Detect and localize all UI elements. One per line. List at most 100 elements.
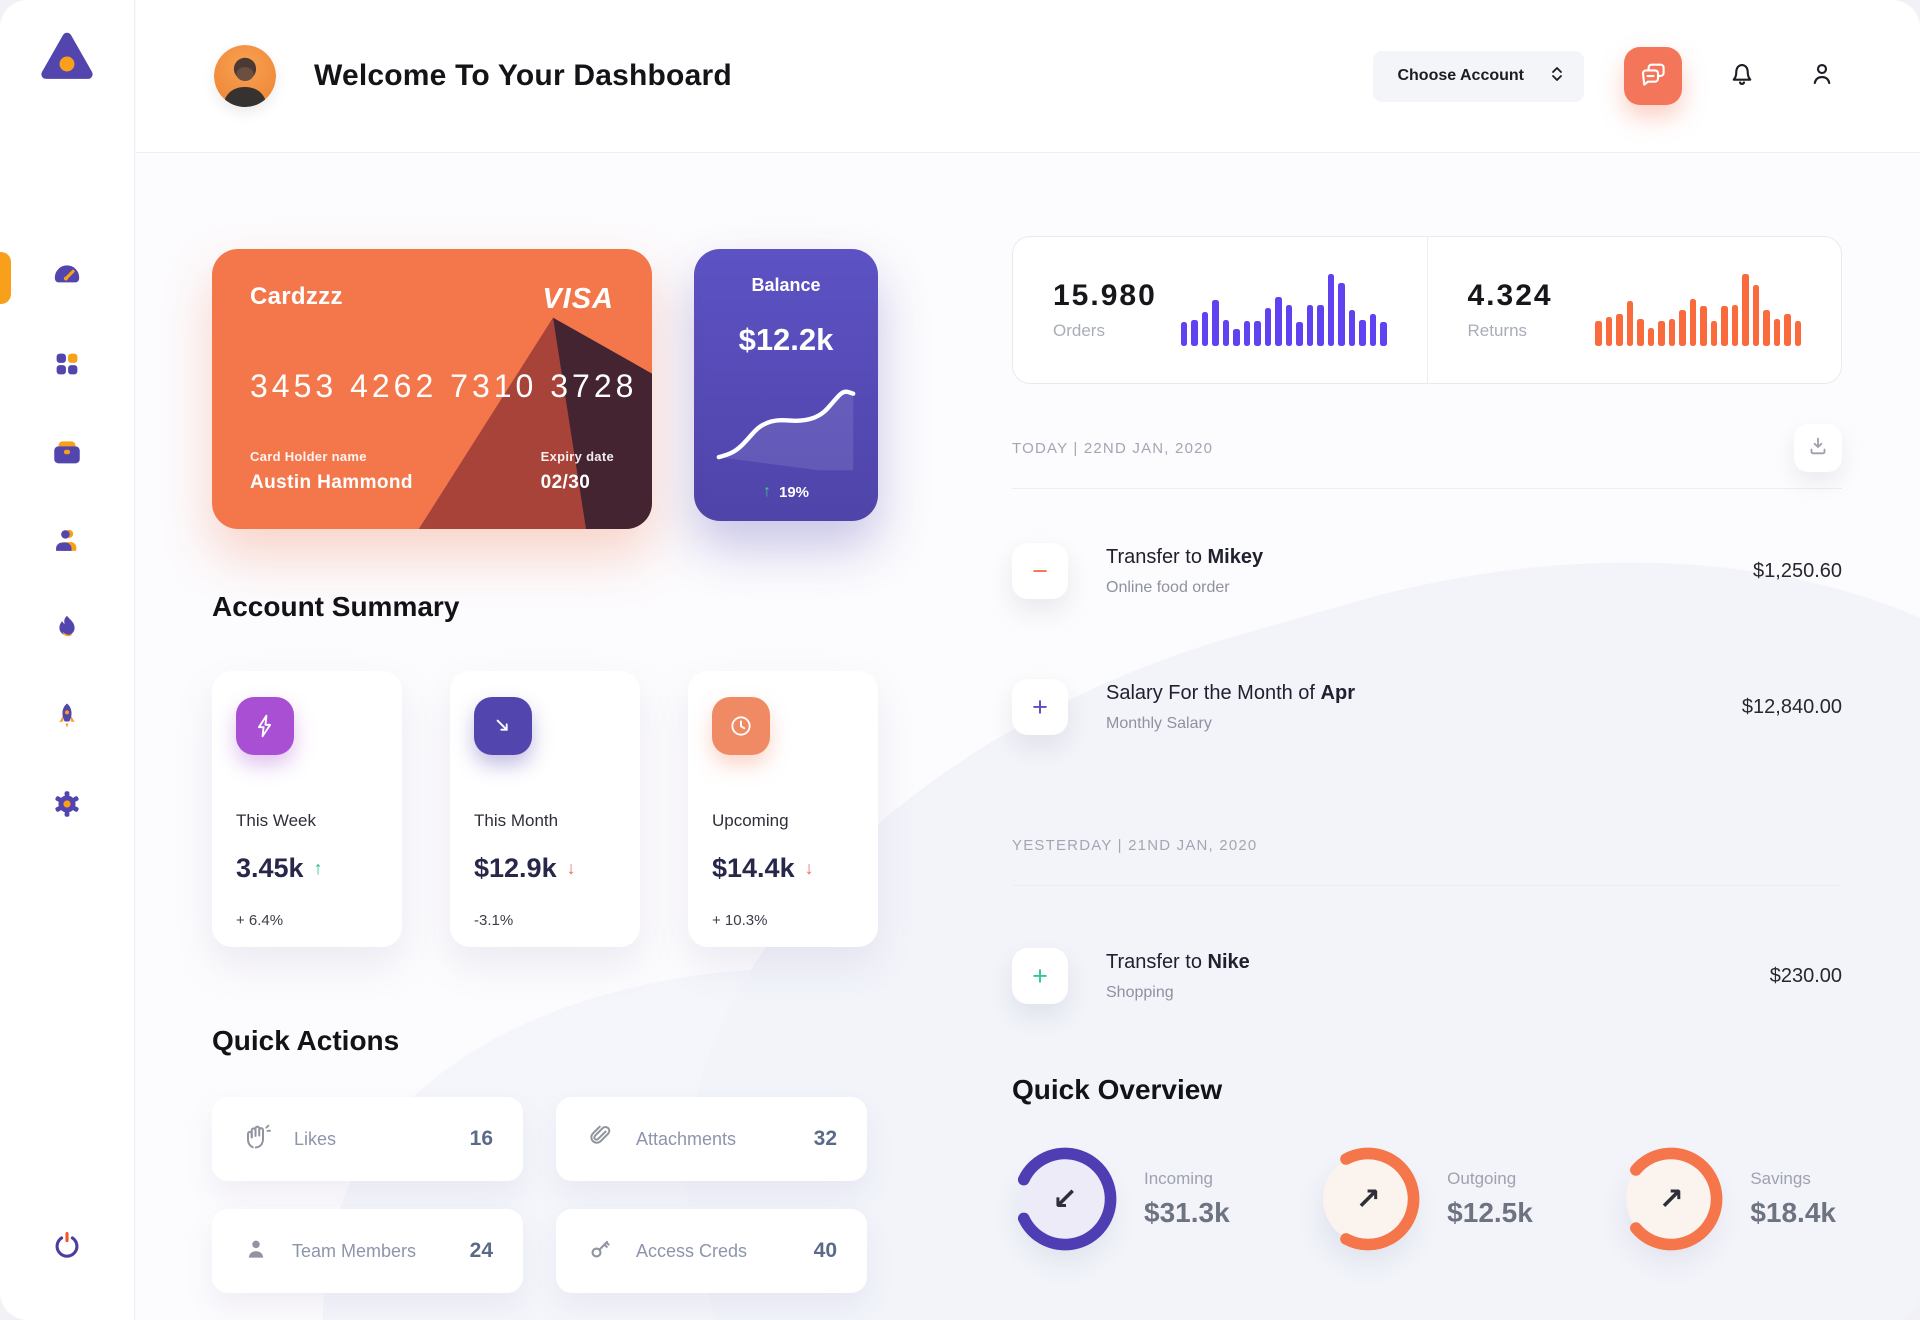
card-brand: Cardzzz	[250, 283, 343, 310]
summary-delta: -3.1%	[474, 912, 514, 929]
header: Welcome To Your Dashboard Choose Account	[136, 0, 1920, 153]
quick-overview-rings: ↙ Incoming $31.3k ↗ Outgoing $	[1012, 1146, 1842, 1252]
up-arrow-icon: ↑	[762, 483, 771, 500]
quick-action-likes[interactable]: Likes 16	[212, 1097, 523, 1181]
sidebar-item-team[interactable]	[0, 524, 134, 560]
sidebar-item-dashboard[interactable]	[0, 252, 134, 304]
app-logo[interactable]	[36, 28, 98, 90]
quick-action-label: Access Creds	[636, 1240, 748, 1261]
paperclip-icon	[586, 1123, 614, 1156]
quick-action-label: Likes	[294, 1128, 337, 1149]
returns-bar-chart	[1595, 274, 1801, 346]
balance-change: ↑ 19%	[763, 483, 809, 501]
minus-icon: −	[1012, 543, 1068, 599]
sidebar-item-settings[interactable]	[0, 788, 134, 824]
credit-card: Cardzzz VISA 3453 4262 7310 3728 Card Ho…	[212, 249, 652, 529]
orders-value: 15.980	[1053, 279, 1157, 312]
summary-delta: + 6.4%	[236, 912, 284, 929]
account-summary-title: Account Summary	[212, 591, 460, 622]
left-column: Cardzzz VISA 3453 4262 7310 3728 Card Ho…	[212, 249, 878, 1293]
triangle-logo-icon	[39, 29, 95, 90]
sidebar-item-launch[interactable]	[0, 700, 134, 736]
chevron-updown-icon	[1550, 65, 1564, 88]
dashboard-gauge-icon	[50, 259, 84, 298]
quick-action-team-members[interactable]: Team Members 24	[212, 1209, 523, 1293]
overview-value: $31.3k	[1144, 1197, 1230, 1228]
user-icon	[1807, 59, 1837, 94]
power-icon	[50, 1231, 84, 1267]
card-holder-label: Card Holder name	[250, 449, 367, 464]
date-header-today: TODAY | 22ND JAN, 2020	[1012, 439, 1214, 457]
trend-arrow-icon	[474, 697, 532, 755]
summary-label: This Week	[236, 811, 316, 830]
quick-actions-grid: Likes 16 Attachments 32 Team Members 24	[212, 1097, 878, 1293]
quick-action-count: 16	[469, 1127, 493, 1150]
tx-subtitle: Monthly Salary	[1106, 714, 1212, 732]
transaction-row-salary[interactable]: + Salary For the Month of Apr Monthly Sa…	[1012, 679, 1842, 735]
choose-account-label: Choose Account	[1397, 67, 1524, 84]
incoming-ring-chart: ↙	[1012, 1146, 1118, 1252]
choose-account-select[interactable]: Choose Account	[1373, 50, 1584, 102]
download-button[interactable]	[1794, 424, 1842, 472]
tx-title-bold: Mikey	[1207, 545, 1264, 568]
download-icon	[1806, 434, 1830, 463]
flame-icon	[51, 612, 83, 649]
quick-action-label: Team Members	[292, 1240, 417, 1261]
chat-icon	[1638, 59, 1668, 94]
balance-card: Balance $12.2k ↑ 19%	[694, 249, 878, 521]
chat-button[interactable]	[1624, 47, 1682, 105]
quick-action-attachments[interactable]: Attachments 32	[556, 1097, 867, 1181]
quick-action-label: Attachments	[636, 1128, 737, 1149]
summary-value: 3.45k	[236, 853, 304, 883]
sidebar-item-apps[interactable]	[0, 348, 134, 384]
orders-bar-chart	[1180, 274, 1387, 346]
member-icon	[242, 1235, 270, 1268]
sidebar-item-work[interactable]	[0, 436, 134, 472]
down-arrow-icon: ↓	[804, 858, 814, 878]
key-icon	[586, 1235, 614, 1268]
account-summary-cards: This Week 3.45k ↑ + 6.4% This Month $12.9…	[212, 671, 878, 947]
up-arrow-icon: ↑	[313, 858, 323, 878]
plus-icon: +	[1012, 948, 1068, 1004]
down-arrow-icon: ↓	[566, 858, 576, 878]
bell-icon	[1727, 59, 1757, 94]
logout-button[interactable]	[50, 1229, 84, 1268]
main-content: Cardzzz VISA 3453 4262 7310 3728 Card Ho…	[136, 153, 1920, 1320]
transaction-row-nike[interactable]: + Transfer to Nike Shopping $230.00	[1012, 948, 1842, 1004]
sidebar-item-trending[interactable]	[0, 612, 134, 648]
grid-icon	[51, 348, 83, 385]
summary-label: Upcoming	[712, 811, 789, 830]
summary-value: $14.4k	[712, 853, 795, 883]
date-header-yesterday: YESTERDAY | 21ND JAN, 2020	[1012, 836, 1258, 854]
briefcase-icon	[50, 435, 84, 474]
summary-delta: + 10.3%	[712, 912, 768, 929]
transactions-date-row: TODAY | 22ND JAN, 2020	[1012, 424, 1842, 472]
overview-value: $12.5k	[1447, 1197, 1533, 1228]
quick-action-count: 40	[813, 1239, 837, 1262]
outgoing-ring-chart: ↗	[1315, 1146, 1421, 1252]
avatar[interactable]	[214, 45, 276, 107]
balance-label: Balance	[751, 275, 821, 295]
overview-incoming: ↙ Incoming $31.3k	[1012, 1146, 1230, 1252]
profile-button[interactable]	[1802, 56, 1842, 96]
cards-row: Cardzzz VISA 3453 4262 7310 3728 Card Ho…	[212, 249, 878, 529]
tx-title-bold: Nike	[1207, 950, 1250, 973]
balance-amount: $12.2k	[738, 322, 834, 357]
overview-value: $18.4k	[1750, 1197, 1836, 1228]
plus-icon: +	[1012, 679, 1068, 735]
savings-ring-chart: ↗	[1618, 1146, 1724, 1252]
overview-label: Savings	[1750, 1169, 1811, 1188]
quick-action-count: 32	[813, 1127, 837, 1150]
overview-label: Incoming	[1144, 1169, 1213, 1188]
transaction-row-mikey[interactable]: − Transfer to Mikey Online food order $1…	[1012, 543, 1842, 599]
quick-action-count: 24	[469, 1239, 493, 1262]
rocket-icon	[51, 700, 83, 737]
settings-gear-icon	[51, 788, 83, 825]
arrow-up-right-icon: ↗	[1355, 1182, 1381, 1216]
summary-label: This Month	[474, 811, 559, 830]
arrow-down-left-icon: ↙	[1052, 1182, 1078, 1216]
summary-card-this-month: This Month $12.9k ↓ -3.1%	[450, 671, 640, 947]
notifications-button[interactable]	[1722, 56, 1762, 96]
quick-action-access-creds[interactable]: Access Creds 40	[556, 1209, 867, 1293]
